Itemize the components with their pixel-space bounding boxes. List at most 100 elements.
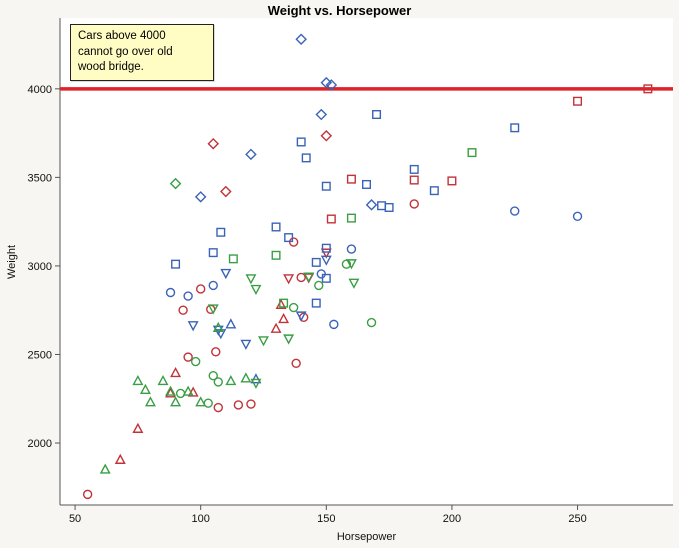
data-point-marker[interactable] — [314, 280, 324, 291]
data-point-marker[interactable] — [212, 321, 224, 333]
data-point-marker[interactable] — [283, 334, 295, 345]
data-point-marker[interactable] — [288, 302, 299, 313]
data-point-marker[interactable] — [301, 153, 311, 163]
data-point-marker[interactable] — [99, 463, 111, 474]
data-point-marker[interactable] — [250, 373, 262, 384]
data-point-marker[interactable] — [207, 304, 219, 315]
data-point-marker[interactable] — [82, 489, 93, 500]
data-point-marker[interactable] — [321, 243, 331, 253]
data-point-marker[interactable] — [409, 199, 419, 209]
data-point-marker[interactable] — [321, 181, 331, 191]
data-point-marker[interactable] — [144, 396, 156, 407]
data-point-marker[interactable] — [315, 108, 328, 121]
data-point-marker[interactable] — [311, 298, 321, 308]
data-point-marker[interactable] — [213, 377, 223, 387]
data-point-marker[interactable] — [341, 259, 352, 269]
data-point-marker[interactable] — [283, 274, 295, 285]
data-point-marker[interactable] — [346, 244, 357, 254]
data-point-marker[interactable] — [208, 248, 218, 258]
data-point-marker[interactable] — [284, 233, 294, 243]
data-point-marker[interactable] — [190, 356, 201, 367]
data-point-marker[interactable] — [295, 33, 307, 46]
data-point-marker[interactable] — [326, 214, 336, 224]
data-point-marker[interactable] — [240, 372, 252, 383]
data-point-marker[interactable] — [271, 222, 281, 232]
data-point-marker[interactable] — [320, 129, 333, 142]
data-point-marker[interactable] — [157, 374, 169, 386]
data-point-marker[interactable] — [372, 110, 382, 120]
data-point-marker[interactable] — [250, 284, 262, 296]
data-point-marker[interactable] — [170, 366, 182, 378]
data-point-marker[interactable] — [348, 278, 360, 289]
data-point-marker[interactable] — [295, 311, 307, 322]
data-point-marker[interactable] — [195, 396, 207, 407]
data-point-marker[interactable] — [303, 272, 315, 283]
data-point-marker[interactable] — [169, 177, 182, 190]
data-point-marker[interactable] — [165, 385, 177, 396]
data-point-marker[interactable] — [114, 453, 126, 464]
data-point-marker[interactable] — [362, 179, 372, 189]
data-point-marker[interactable] — [225, 374, 237, 386]
data-point-marker[interactable] — [182, 385, 194, 396]
data-point-marker[interactable] — [170, 396, 182, 407]
data-point-marker[interactable] — [384, 202, 394, 212]
data-point-marker[interactable] — [165, 387, 177, 398]
data-point-marker[interactable] — [208, 371, 218, 381]
data-point-marker[interactable] — [165, 287, 176, 298]
data-point-marker[interactable] — [320, 255, 332, 266]
data-point-marker[interactable] — [270, 322, 282, 333]
data-point-marker[interactable] — [279, 298, 289, 308]
data-point-marker[interactable] — [316, 269, 326, 279]
data-point-marker[interactable] — [365, 199, 378, 211]
data-point-marker[interactable] — [211, 347, 221, 357]
data-point-marker[interactable] — [246, 399, 256, 409]
data-point-marker[interactable] — [171, 259, 181, 269]
data-point-marker[interactable] — [346, 213, 356, 223]
data-point-marker[interactable] — [311, 257, 321, 267]
data-point-marker[interactable] — [220, 185, 232, 198]
data-point-marker[interactable] — [409, 175, 419, 185]
data-point-marker[interactable] — [228, 254, 238, 264]
data-point-marker[interactable] — [510, 123, 520, 133]
data-point-marker[interactable] — [139, 383, 151, 394]
data-point-marker[interactable] — [258, 336, 269, 347]
data-point-marker[interactable] — [271, 250, 281, 260]
data-point-marker[interactable] — [296, 137, 306, 147]
data-point-marker[interactable] — [275, 298, 287, 309]
data-point-marker[interactable] — [207, 137, 220, 150]
data-point-marker[interactable] — [183, 291, 193, 301]
data-point-marker[interactable] — [187, 321, 199, 332]
data-point-marker[interactable] — [178, 305, 188, 315]
data-point-marker[interactable] — [429, 186, 439, 196]
data-point-marker[interactable] — [132, 422, 144, 433]
data-point-marker[interactable] — [183, 352, 193, 362]
data-point-marker[interactable] — [233, 400, 244, 410]
data-point-marker[interactable] — [409, 164, 419, 174]
data-point-marker[interactable] — [345, 259, 357, 270]
data-point-marker[interactable] — [291, 358, 301, 369]
data-point-marker[interactable] — [278, 312, 290, 324]
data-point-marker[interactable] — [194, 191, 207, 203]
data-point-marker[interactable] — [245, 274, 257, 285]
data-point-marker[interactable] — [296, 272, 306, 283]
data-point-marker[interactable] — [572, 211, 583, 222]
data-point-marker[interactable] — [195, 284, 206, 294]
data-point-marker[interactable] — [213, 402, 223, 413]
data-point-marker[interactable] — [225, 318, 237, 329]
data-point-marker[interactable] — [320, 248, 332, 259]
data-point-marker[interactable] — [643, 84, 653, 94]
data-point-marker[interactable] — [325, 79, 338, 91]
data-point-marker[interactable] — [250, 378, 262, 389]
data-point-marker[interactable] — [208, 280, 218, 291]
data-point-marker[interactable] — [510, 206, 520, 216]
data-point-marker[interactable] — [220, 268, 232, 280]
data-point-marker[interactable] — [329, 319, 339, 330]
annotation-box[interactable]: Cars above 4000 cannot go over old wood … — [70, 24, 214, 81]
data-point-marker[interactable] — [215, 329, 227, 340]
data-point-marker[interactable] — [132, 374, 144, 386]
data-point-marker[interactable] — [245, 148, 257, 161]
data-point-marker[interactable] — [447, 176, 457, 186]
data-point-marker[interactable] — [573, 96, 583, 106]
data-point-marker[interactable] — [346, 174, 356, 184]
data-point-marker[interactable] — [467, 148, 477, 158]
